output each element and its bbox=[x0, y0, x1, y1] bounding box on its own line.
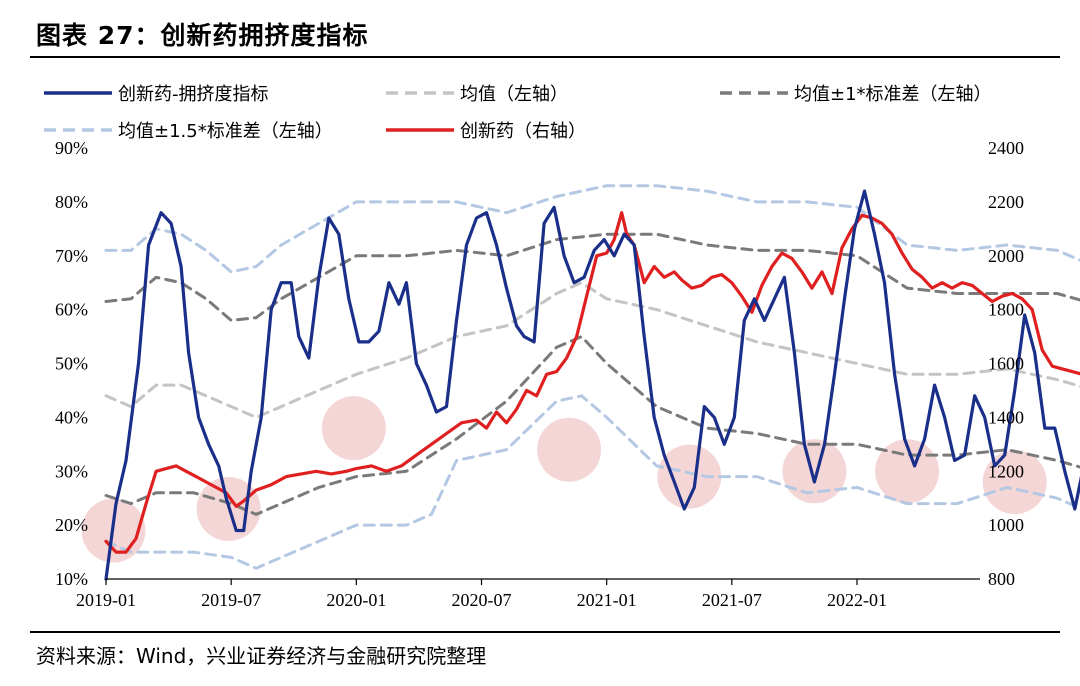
legend: 创新药-拥挤度指标 均值（左轴） 均值±1*标准差（左轴） 均值±1.5*标准差… bbox=[44, 84, 992, 142]
footer-rule bbox=[30, 631, 1060, 633]
axes-layer: 10% 20% 30% 40% 50% 60% 70% 80% 90% 800 1000 1200 14… bbox=[55, 138, 1024, 610]
highlight-circles bbox=[81, 396, 1047, 563]
highlight-circle-4 bbox=[537, 417, 602, 482]
legend-label-band1: 均值±1*标准差（左轴） bbox=[794, 84, 992, 105]
right-tick-label-7: 2200 bbox=[988, 192, 1024, 212]
highlight-circle-7 bbox=[875, 439, 940, 504]
chart-svg: 创新药-拥挤度指标 均值（左轴） 均值±1*标准差（左轴） 均值±1.5*标准差… bbox=[44, 84, 1080, 610]
legend-label-price: 创新药（右轴） bbox=[460, 121, 586, 142]
legend-label-mean: 均值（左轴） bbox=[460, 84, 568, 105]
left-tick-label-5: 60% bbox=[55, 300, 88, 320]
series-line-1 bbox=[104, 281, 1080, 419]
highlight-circle-6 bbox=[782, 439, 847, 504]
left-tick-label-0: 10% bbox=[55, 569, 88, 589]
x-tick-label-1: 2019-07 bbox=[201, 590, 261, 610]
left-tick-label-3: 40% bbox=[55, 407, 88, 427]
left-tick-label-1: 20% bbox=[55, 515, 88, 535]
right-tick-label-2: 1200 bbox=[988, 461, 1024, 481]
highlight-circle-5 bbox=[657, 444, 722, 509]
left-tick-label-4: 50% bbox=[55, 354, 88, 374]
right-tick-label-4: 1600 bbox=[988, 354, 1024, 374]
left-tick-label-2: 30% bbox=[55, 461, 88, 481]
x-tick-label-0: 2019-01 bbox=[76, 590, 136, 610]
x-tick-label-6: 2022-01 bbox=[827, 590, 887, 610]
highlight-circle-8 bbox=[982, 450, 1047, 515]
series-line-4 bbox=[104, 184, 1080, 274]
right-tick-label-0: 800 bbox=[988, 569, 1015, 589]
x-tick-label-4: 2021-01 bbox=[577, 590, 637, 610]
source-note: 资料来源：Wind，兴业证券经济与金融研究院整理 bbox=[36, 644, 487, 668]
right-tick-label-5: 1800 bbox=[988, 300, 1024, 320]
left-tick-label-8: 90% bbox=[55, 138, 88, 158]
right-tick-label-1: 1000 bbox=[988, 515, 1024, 535]
series-line-5 bbox=[104, 394, 1080, 570]
x-tick-label-3: 2020-07 bbox=[452, 590, 512, 610]
title-rule bbox=[30, 56, 1060, 58]
left-tick-label-6: 70% bbox=[55, 246, 88, 266]
x-tick-label-2: 2020-01 bbox=[326, 590, 386, 610]
series-line-3 bbox=[104, 335, 1080, 516]
legend-label-crowding: 创新药-拥挤度指标 bbox=[118, 84, 269, 105]
right-tick-label-3: 1400 bbox=[988, 407, 1024, 427]
x-tick-label-5: 2021-07 bbox=[702, 590, 762, 610]
series-line-6 bbox=[104, 211, 1080, 554]
highlight-circle-3 bbox=[321, 396, 386, 461]
legend-label-band15: 均值±1.5*标准差（左轴） bbox=[118, 121, 333, 142]
chart-title: 图表 27：创新药拥挤度指标 bbox=[36, 21, 369, 50]
right-tick-label-6: 2000 bbox=[988, 246, 1024, 266]
left-tick-label-7: 80% bbox=[55, 192, 88, 212]
right-tick-label-8: 2400 bbox=[988, 138, 1024, 158]
series-line-0 bbox=[104, 189, 1080, 581]
series-line-2 bbox=[104, 232, 1080, 322]
series-layer bbox=[104, 184, 1080, 581]
